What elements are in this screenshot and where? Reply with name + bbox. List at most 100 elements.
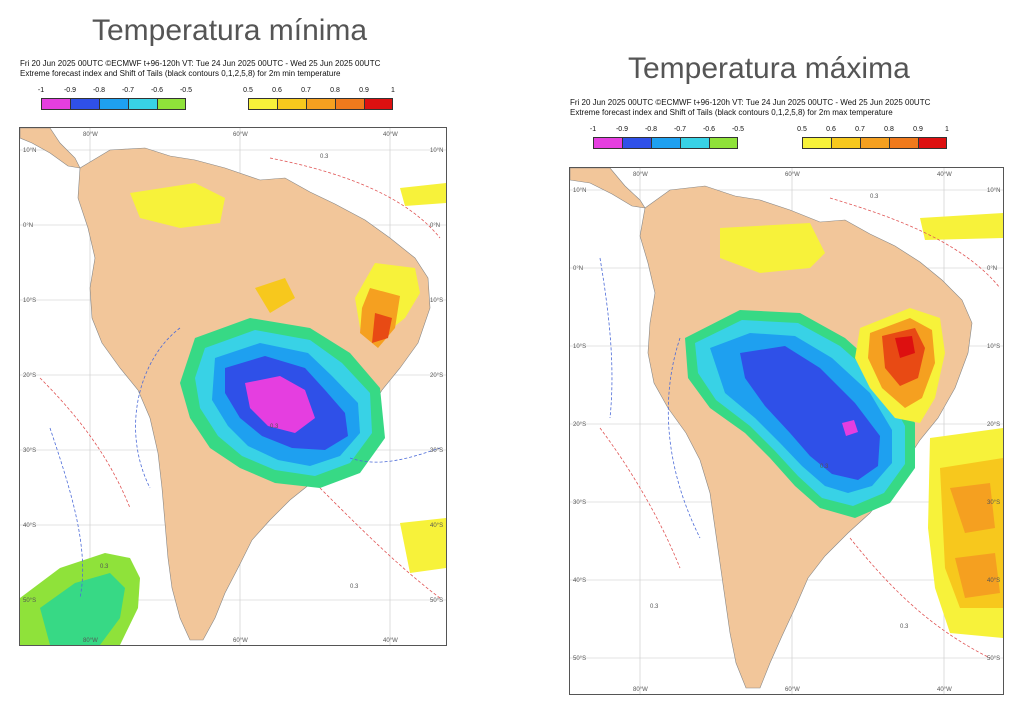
tick: 0.5 bbox=[797, 126, 807, 133]
left-panel-title: Temperatura mínima bbox=[92, 14, 368, 47]
tick: 1 bbox=[945, 126, 949, 133]
legend-cell bbox=[306, 98, 335, 110]
right-cold-legend bbox=[593, 137, 738, 149]
lon-label: 40°W bbox=[937, 172, 952, 178]
contours bbox=[39, 157, 441, 599]
right-warm-legend bbox=[802, 137, 947, 149]
warm-anomaly-areas bbox=[130, 183, 446, 573]
lat-label: 40°S bbox=[430, 523, 443, 529]
lat-label: 10°S bbox=[430, 298, 443, 304]
lat-label: 20°S bbox=[573, 422, 586, 428]
legend-cell bbox=[99, 98, 128, 110]
tick: -0.8 bbox=[92, 87, 106, 94]
lat-label: 50°S bbox=[23, 598, 36, 604]
tick: 1 bbox=[391, 87, 395, 94]
legend-cell bbox=[622, 137, 651, 149]
contour-label: 0.3 bbox=[350, 584, 359, 590]
tick: 0.9 bbox=[913, 126, 923, 133]
lat-label: 20°S bbox=[23, 373, 36, 379]
legend-cell bbox=[335, 98, 364, 110]
contours bbox=[599, 197, 1001, 659]
lon-label: 60°W bbox=[785, 172, 800, 178]
tick: 0.6 bbox=[826, 126, 836, 133]
lat-label: 0°N bbox=[430, 223, 440, 229]
right-map-svg: 10°N 10°N 0°N 0°N 10°S 10°S 20°S 20°S 30°S 30°S 40… bbox=[570, 168, 1003, 694]
lat-label: 50°S bbox=[987, 656, 1000, 662]
lat-label: 30°S bbox=[573, 500, 586, 506]
continent-central-america bbox=[20, 128, 81, 169]
right-panel-title: Temperatura máxima bbox=[628, 52, 910, 85]
contour-label: 0.3 bbox=[650, 604, 659, 610]
warm-anomaly-areas bbox=[720, 213, 1003, 638]
lat-label: 10°N bbox=[987, 188, 1000, 194]
lat-label: 20°S bbox=[430, 373, 443, 379]
tick: -1 bbox=[37, 87, 45, 94]
legend-cell bbox=[157, 98, 186, 110]
lat-label: 40°S bbox=[987, 578, 1000, 584]
tick: 0.7 bbox=[301, 87, 311, 94]
right-cold-ticks: -1 -0.9 -0.8 -0.7 -0.6 -0.5 bbox=[589, 126, 745, 136]
legend-cell bbox=[593, 137, 622, 149]
tick: 0.8 bbox=[330, 87, 340, 94]
legend-cell bbox=[70, 98, 99, 110]
contour-label: 0.3 bbox=[270, 424, 279, 430]
tick: 0.5 bbox=[243, 87, 253, 94]
lat-label: 30°S bbox=[430, 448, 443, 454]
tick: -0.6 bbox=[150, 87, 164, 94]
lat-label: 0°N bbox=[987, 266, 997, 272]
lon-label: 80°W bbox=[633, 172, 648, 178]
lon-label: 60°W bbox=[785, 687, 800, 693]
lat-label: 0°N bbox=[23, 223, 33, 229]
lat-label: 10°N bbox=[430, 148, 443, 154]
legend-cell bbox=[277, 98, 306, 110]
contour-label: 0.3 bbox=[870, 194, 879, 200]
lat-label: 50°S bbox=[573, 656, 586, 662]
continent-central-america bbox=[570, 168, 646, 209]
tick: -0.9 bbox=[63, 87, 77, 94]
legend-cell bbox=[860, 137, 889, 149]
left-warm-legend bbox=[248, 98, 393, 110]
left-header-line2: Extreme forecast index and Shift of Tail… bbox=[20, 69, 341, 78]
tick: -0.5 bbox=[731, 126, 745, 133]
map-labels: 10°N 10°N 0°N 0°N 10°S 10°S 20°S 20°S 30°S 30°S 40… bbox=[573, 172, 1000, 693]
lat-label: 10°N bbox=[573, 188, 586, 194]
tick: 0.9 bbox=[359, 87, 369, 94]
tick: -0.9 bbox=[615, 126, 629, 133]
right-header-line1: Fri 20 Jun 2025 00UTC ©ECMWF t+96-120h V… bbox=[570, 98, 931, 107]
lat-label: 50°S bbox=[430, 598, 443, 604]
lat-label: 10°N bbox=[23, 148, 36, 154]
contour-label: 0.3 bbox=[100, 564, 109, 570]
legend-cell bbox=[831, 137, 860, 149]
lat-label: 10°S bbox=[987, 344, 1000, 350]
lat-label: 20°S bbox=[987, 422, 1000, 428]
tick: 0.8 bbox=[884, 126, 894, 133]
lat-label: 40°S bbox=[573, 578, 586, 584]
tick: -0.6 bbox=[702, 126, 716, 133]
map-labels: 10°N 10°N 0°N 0°N 10°S 10°S 20°S 20°S 30°S 30°S 40… bbox=[23, 132, 443, 644]
tick: -0.7 bbox=[121, 87, 135, 94]
tick: -0.8 bbox=[644, 126, 658, 133]
right-warm-ticks: 0.5 0.6 0.7 0.8 0.9 1 bbox=[797, 126, 952, 136]
right-header-line2: Extreme forecast index and Shift of Tail… bbox=[570, 108, 893, 117]
contour-label: 0.3 bbox=[320, 154, 329, 160]
left-cold-ticks: -1 -0.9 -0.8 -0.7 -0.6 -0.5 bbox=[37, 87, 193, 97]
right-map: 10°N 10°N 0°N 0°N 10°S 10°S 20°S 20°S 30°S 30°S 40… bbox=[569, 167, 1004, 695]
legend-cell bbox=[128, 98, 157, 110]
lat-label: 0°N bbox=[573, 266, 583, 272]
lat-label: 30°S bbox=[23, 448, 36, 454]
lon-label: 80°W bbox=[633, 687, 648, 693]
tick: 0.6 bbox=[272, 87, 282, 94]
left-map-svg: 10°N 10°N 0°N 0°N 10°S 10°S 20°S 20°S 30°S 30°S 40… bbox=[20, 128, 446, 645]
contour-label: 0.3 bbox=[820, 464, 829, 470]
contour-label: 0.3 bbox=[900, 624, 909, 630]
legend-cell bbox=[709, 137, 738, 149]
lon-label: 80°W bbox=[83, 132, 98, 138]
legend-cell bbox=[651, 137, 680, 149]
legend-cell bbox=[680, 137, 709, 149]
cold-anomaly-southwest-core bbox=[40, 573, 125, 645]
tick: -0.5 bbox=[179, 87, 193, 94]
tick: -0.7 bbox=[673, 126, 687, 133]
tick: -1 bbox=[589, 126, 597, 133]
cold-anomaly-areas bbox=[180, 318, 385, 488]
lat-label: 10°S bbox=[23, 298, 36, 304]
